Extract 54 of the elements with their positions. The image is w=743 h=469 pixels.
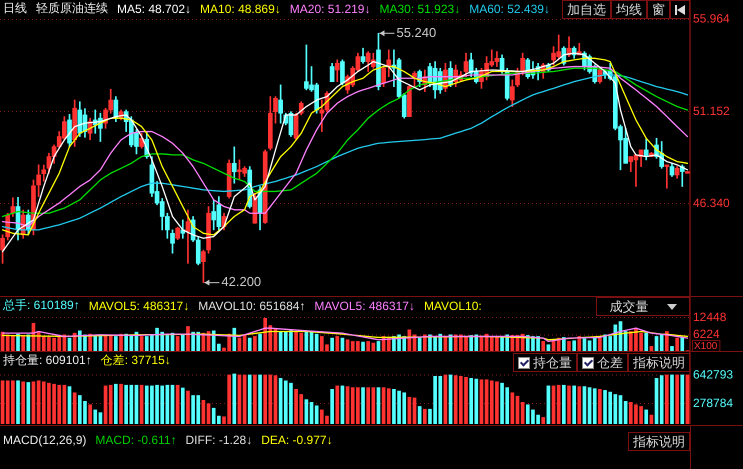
chart-title: 轻质原油连续 <box>36 0 108 17</box>
bar <box>68 338 72 352</box>
bar <box>114 336 118 352</box>
button: 窗 <box>647 0 670 19</box>
y-tick-label: 6224 <box>693 327 720 342</box>
text: MA10: 48.869↓ <box>200 2 281 16</box>
y-axis-title: X100 <box>694 340 718 352</box>
annotation: 仓差 <box>597 354 623 372</box>
text: MACD(12,26,9) <box>3 432 86 446</box>
button: 均线 <box>611 0 647 19</box>
text: MACD: -0.611↑ <box>95 432 177 446</box>
text: DEA: -0.977↓ <box>261 432 333 446</box>
button: 指标说明 <box>628 432 690 451</box>
annotation: 持仓量: 609101↑ <box>3 352 92 369</box>
bar <box>140 336 144 352</box>
annotation: 成交量 <box>610 298 648 316</box>
annotation: 窗 <box>652 0 665 18</box>
text: MA5: 48.702↓ <box>117 2 192 16</box>
annotation: 总手: 610189↑ <box>3 297 80 314</box>
annotation: MAVOL5: 486317↓ <box>314 298 415 312</box>
annotation: 42.200 <box>221 274 262 290</box>
text: MA60: 52.439↓ <box>469 2 550 16</box>
y-tick-label: 278784 <box>693 396 734 410</box>
annotation: 均线 <box>616 0 642 18</box>
bar <box>335 336 340 352</box>
button: 持仓量 <box>513 353 577 372</box>
bar <box>361 342 365 352</box>
text: MA30: 51.923↓ <box>379 2 460 16</box>
y-tick-label: 51.152 <box>693 104 730 118</box>
annotation: 仓差: 37715↓ <box>100 352 171 369</box>
y-tick-label: 12448 <box>693 310 727 324</box>
annotation: 指标说明 <box>633 354 685 372</box>
text: MA20: 51.219↓ <box>290 2 370 16</box>
y-tick-label: 46.340 <box>693 196 730 210</box>
annotation: MAVOL5: 486317↓ <box>88 298 190 312</box>
bar <box>376 341 380 352</box>
bar <box>340 338 344 352</box>
bar <box>258 334 262 352</box>
annotation: MAVOL10: <box>424 298 482 312</box>
y-tick-label: 55.964 <box>693 12 730 26</box>
button: 仓差 <box>577 353 628 372</box>
bar <box>176 336 180 352</box>
text: DIFF: -1.28↓ <box>186 432 252 446</box>
annotation: MAVOL10: 651684↑ <box>198 298 306 312</box>
annotation: 持仓量 <box>533 354 572 372</box>
bar <box>644 332 648 352</box>
y-tick-label: 642793 <box>693 367 734 382</box>
bar <box>567 341 571 352</box>
button: 指标说明 <box>628 353 690 372</box>
bar <box>253 336 257 352</box>
button: 加自选 <box>562 0 611 19</box>
annotation: 加自选 <box>567 0 606 18</box>
annotation: 55.240 <box>396 24 436 40</box>
chart-subtitle: 日线 <box>3 0 27 17</box>
